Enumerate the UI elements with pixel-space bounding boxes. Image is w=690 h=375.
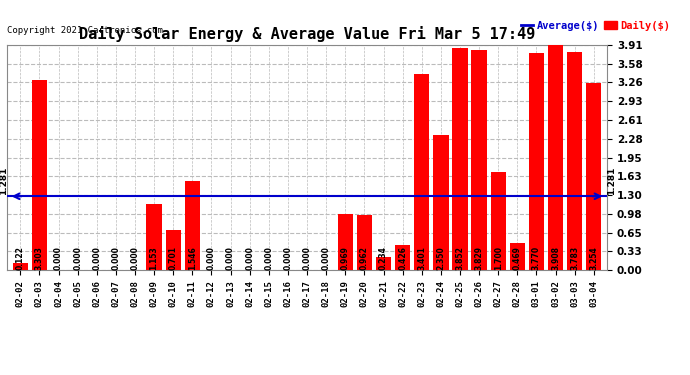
Bar: [32, 80, 47, 270]
Text: 3.908: 3.908: [551, 246, 560, 270]
Text: 1.700: 1.700: [494, 246, 503, 270]
Text: 3.852: 3.852: [455, 246, 464, 270]
Bar: [567, 52, 582, 270]
Bar: [491, 172, 506, 270]
Bar: [586, 83, 602, 270]
Text: 2.350: 2.350: [436, 246, 445, 270]
Bar: [471, 50, 486, 270]
Text: 0.000: 0.000: [284, 246, 293, 270]
Text: 1.546: 1.546: [188, 246, 197, 270]
Bar: [433, 135, 448, 270]
Bar: [146, 204, 161, 270]
Bar: [510, 243, 525, 270]
Text: 0.469: 0.469: [513, 246, 522, 270]
Text: 0.000: 0.000: [207, 246, 216, 270]
Text: 0.234: 0.234: [379, 246, 388, 270]
Text: 3.303: 3.303: [35, 246, 44, 270]
Bar: [337, 214, 353, 270]
Text: 0.000: 0.000: [245, 246, 254, 270]
Bar: [529, 53, 544, 270]
Text: 0.000: 0.000: [302, 246, 312, 270]
Text: 1.281: 1.281: [0, 166, 8, 195]
Text: 0.426: 0.426: [398, 246, 407, 270]
Text: 0.122: 0.122: [16, 246, 25, 270]
Text: 0.701: 0.701: [169, 246, 178, 270]
Text: 0.000: 0.000: [73, 246, 82, 270]
Legend: Average($), Daily($): Average($), Daily($): [517, 16, 674, 35]
Text: 3.770: 3.770: [532, 246, 541, 270]
Bar: [376, 256, 391, 270]
Text: 0.000: 0.000: [54, 246, 63, 270]
Text: 3.783: 3.783: [570, 246, 579, 270]
Bar: [395, 246, 411, 270]
Text: 3.401: 3.401: [417, 246, 426, 270]
Bar: [185, 181, 200, 270]
Text: 0.000: 0.000: [130, 246, 139, 270]
Bar: [548, 45, 563, 270]
Text: 0.000: 0.000: [264, 246, 273, 270]
Text: 3.829: 3.829: [475, 246, 484, 270]
Text: 0.962: 0.962: [360, 246, 369, 270]
Bar: [166, 230, 181, 270]
Bar: [357, 214, 372, 270]
Text: 0.000: 0.000: [322, 246, 331, 270]
Bar: [453, 48, 468, 270]
Title: Daily Solar Energy & Average Value Fri Mar 5 17:49: Daily Solar Energy & Average Value Fri M…: [79, 27, 535, 42]
Text: 0.000: 0.000: [226, 246, 235, 270]
Text: 0.000: 0.000: [111, 246, 120, 270]
Text: 1.153: 1.153: [150, 246, 159, 270]
Text: 1.281: 1.281: [607, 166, 616, 195]
Bar: [12, 263, 28, 270]
Text: Copyright 2021 Cartronics.com: Copyright 2021 Cartronics.com: [7, 26, 163, 35]
Text: 0.969: 0.969: [341, 246, 350, 270]
Text: 3.254: 3.254: [589, 246, 598, 270]
Text: 0.000: 0.000: [92, 246, 101, 270]
Bar: [414, 74, 429, 270]
